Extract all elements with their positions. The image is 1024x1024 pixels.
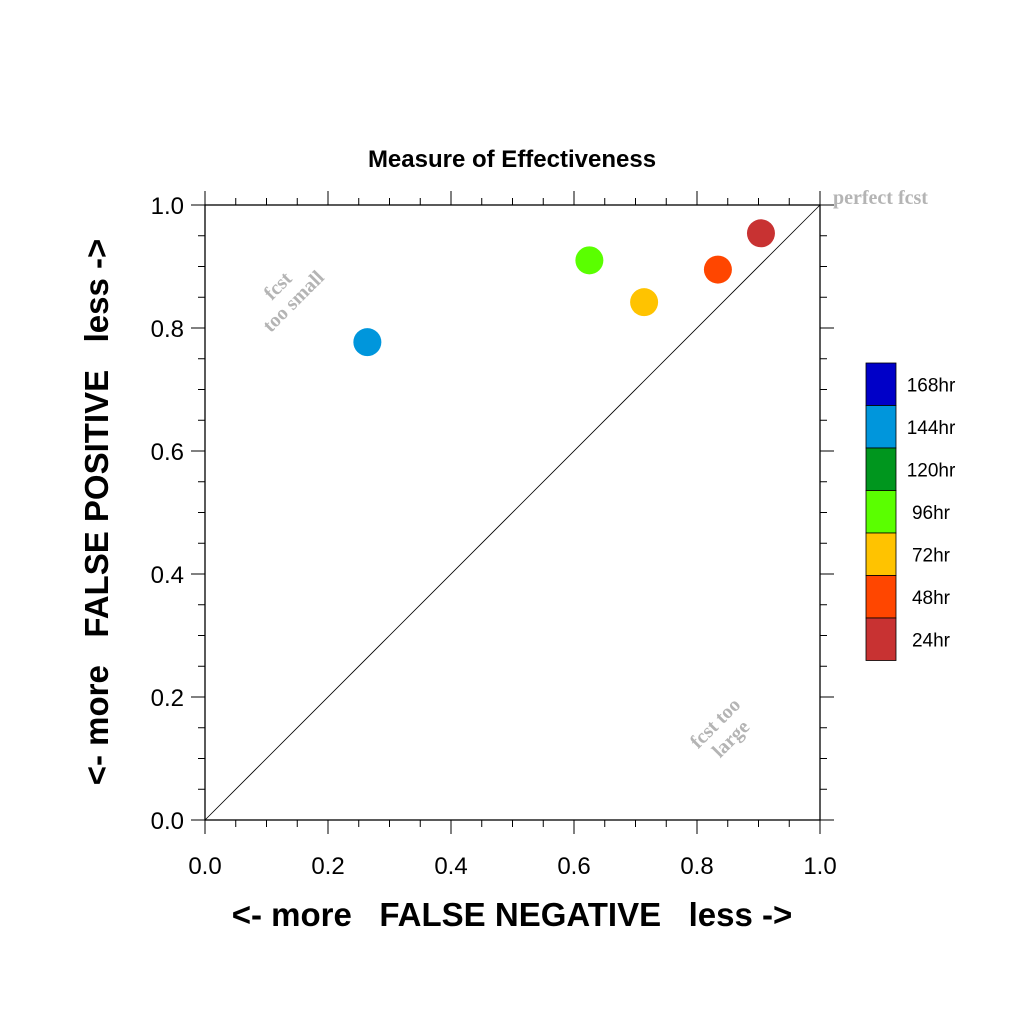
legend-label: 168hr — [907, 375, 956, 396]
legend-swatch — [865, 532, 897, 576]
legend-swatch — [865, 490, 897, 534]
x-tick-label: 0.6 — [557, 853, 590, 880]
legend-label: 96hr — [912, 503, 951, 524]
y-tick-labels: 0.0 0.2 0.4 0.6 0.8 1.0 — [151, 193, 184, 835]
legend-swatch — [865, 575, 897, 619]
data-point-144hr — [353, 328, 382, 357]
x-tick-label: 0.0 — [188, 853, 221, 880]
legend-label: 72hr — [912, 545, 951, 566]
legend: 168hr 144hr 120hr 96hr 72hr 48hr 24hr — [865, 362, 956, 661]
diagonal-reference-line — [204, 204, 821, 821]
data-point-96hr — [575, 246, 604, 275]
legend-label: 48hr — [912, 588, 951, 609]
legend-swatch — [865, 447, 897, 491]
x-tick-label: 0.4 — [434, 853, 467, 880]
x-tick-label: 0.2 — [311, 853, 344, 880]
too-large-annotation: fcst too large — [686, 694, 754, 762]
x-tick-label: 1.0 — [803, 853, 836, 880]
data-points — [353, 219, 775, 357]
x-tick-label: 0.8 — [680, 853, 713, 880]
y-axis-label: <- more FALSE POSITIVE less -> — [78, 239, 115, 786]
perfect-fcst-annotation: perfect fcst — [833, 187, 928, 209]
legend-label: 120hr — [907, 460, 956, 481]
legend-swatch — [865, 405, 897, 449]
data-point-48hr — [703, 255, 732, 284]
too-small-line-2: too small — [259, 266, 329, 336]
data-point-24hr — [746, 219, 775, 248]
axis-ticks — [191, 191, 834, 834]
legend-label: 144hr — [907, 418, 956, 439]
data-point-72hr — [630, 288, 659, 317]
legend-label: 24hr — [912, 630, 951, 651]
legend-swatch — [865, 362, 897, 406]
too-small-annotation: fcst too small — [259, 266, 329, 336]
x-tick-labels: 0.0 0.2 0.4 0.6 0.8 1.0 — [188, 853, 836, 880]
y-tick-label: 1.0 — [151, 193, 184, 220]
y-tick-label: 0.8 — [151, 316, 184, 343]
legend-swatch — [865, 617, 897, 661]
y-tick-label: 0.0 — [151, 808, 184, 835]
y-tick-label: 0.4 — [151, 562, 184, 589]
y-tick-label: 0.2 — [151, 685, 184, 712]
y-tick-label: 0.6 — [151, 439, 184, 466]
chart-title: Measure of Effectiveness — [368, 146, 656, 173]
x-axis-label: <- more FALSE NEGATIVE less -> — [232, 896, 793, 933]
